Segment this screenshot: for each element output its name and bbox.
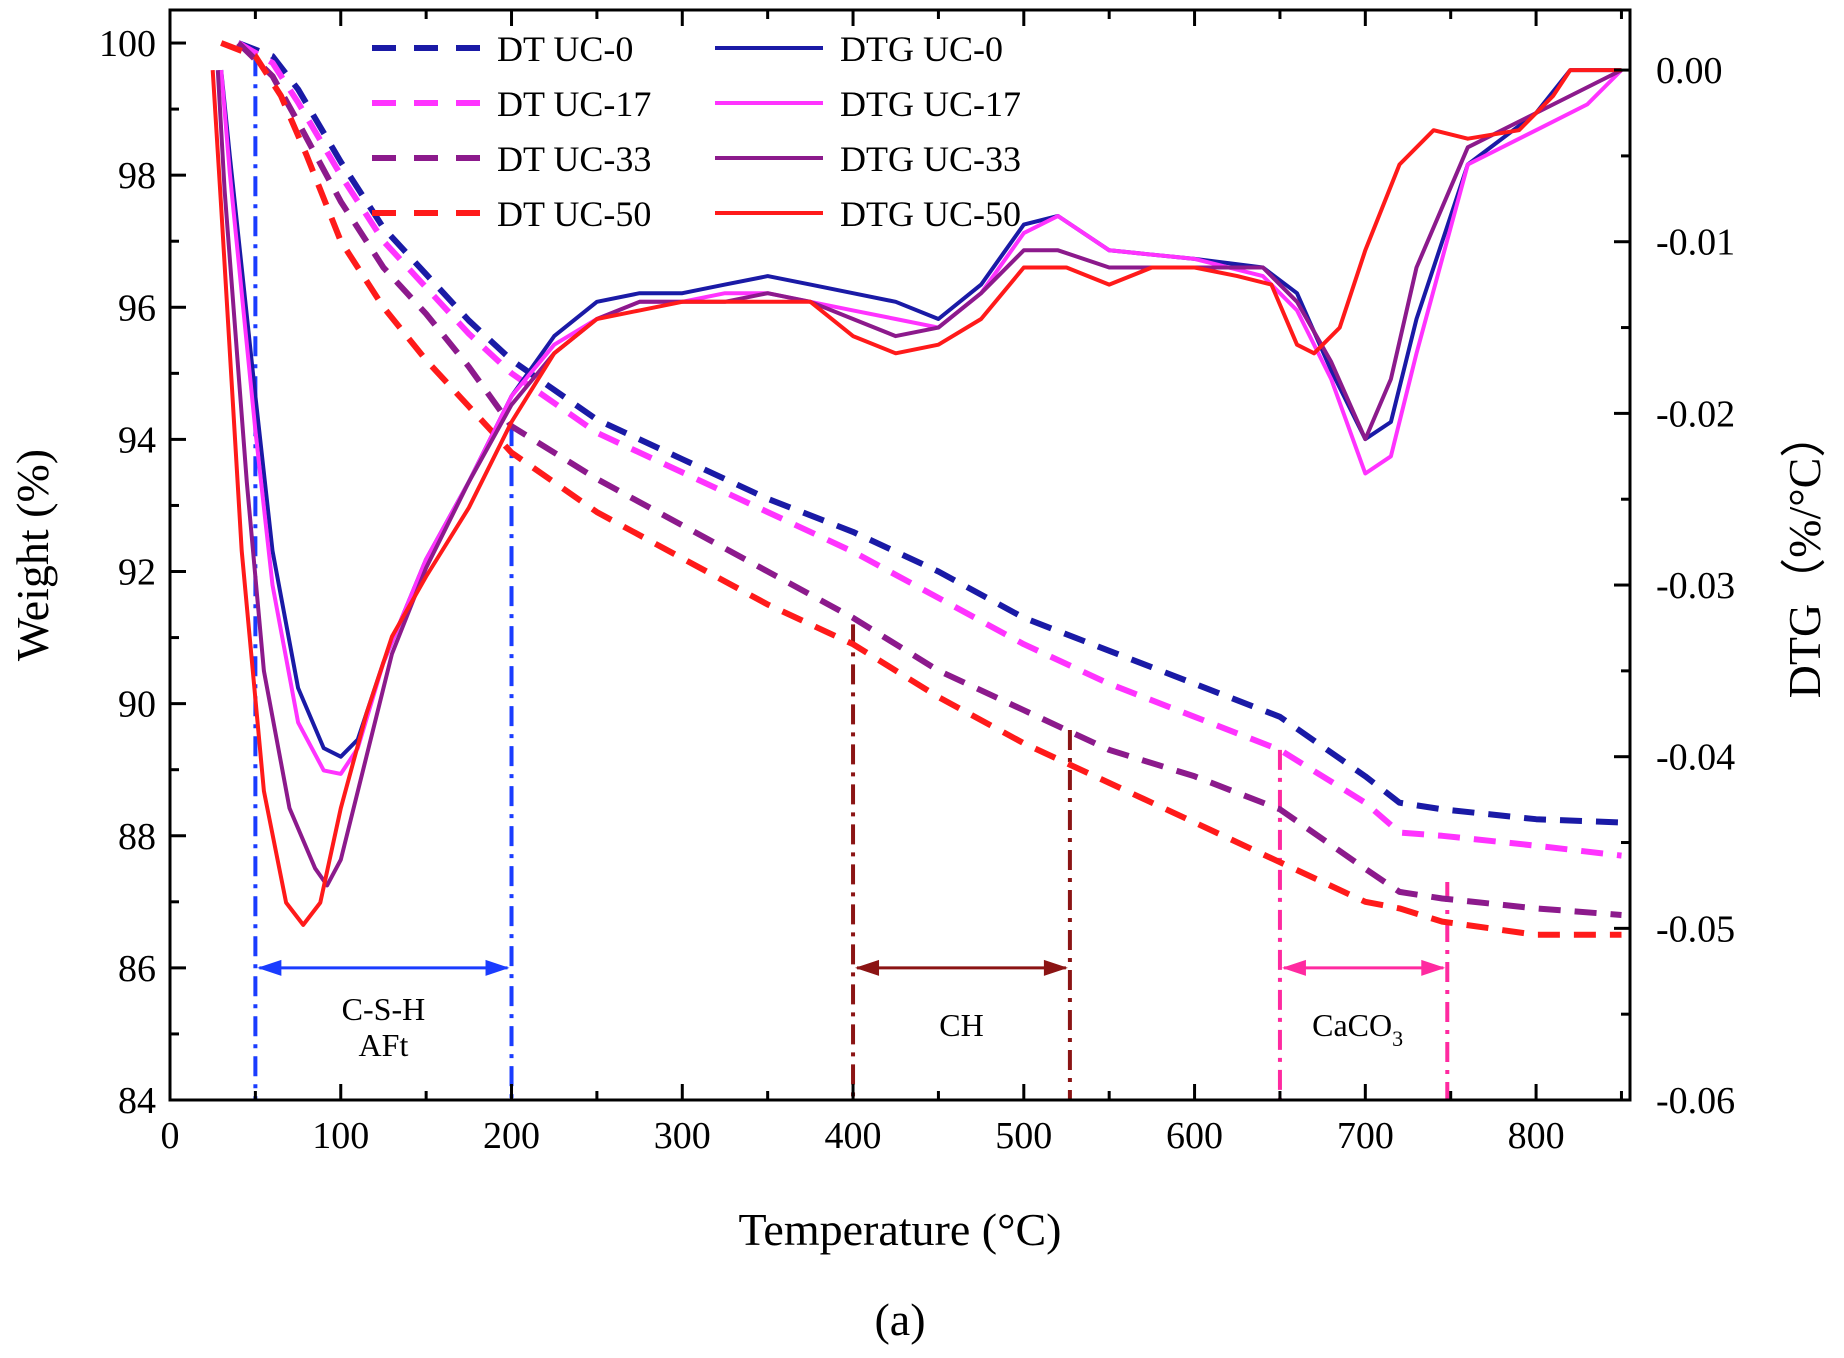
annotation-label-main: CaCO bbox=[1312, 1007, 1392, 1043]
y-left-tick-label: 98 bbox=[118, 155, 156, 197]
y-left-tick-label: 100 bbox=[99, 23, 156, 65]
series-layer bbox=[210, 40, 1623, 938]
series-line-dt-uc-50 bbox=[220, 40, 1622, 938]
y-right-tick-label: -0.02 bbox=[1656, 393, 1735, 435]
series-line-dt-uc-17 bbox=[236, 40, 1622, 859]
arrowhead-right-icon bbox=[1421, 959, 1446, 976]
y-right-tick-label: -0.03 bbox=[1656, 565, 1735, 607]
y-left-tick-label: 88 bbox=[118, 816, 156, 858]
legend-label: DTG UC-33 bbox=[840, 139, 1021, 179]
arrowhead-left-icon bbox=[257, 959, 282, 976]
ticks-layer: 0 100 200 300 400 500 600 700 800 84 86 88 90 92 94 96 9… bbox=[99, 10, 1735, 1157]
legend-label: DT UC-0 bbox=[497, 29, 633, 69]
y-right-tick-label: 0.00 bbox=[1656, 50, 1723, 92]
legend-label: DT UC-33 bbox=[497, 139, 651, 179]
series-line-dtg-uc-33 bbox=[215, 68, 1623, 888]
arrowhead-right-icon bbox=[1043, 959, 1068, 976]
y-left-tick-label: 90 bbox=[118, 684, 156, 726]
arrowhead-left-icon bbox=[855, 959, 880, 976]
x-tick-label: 600 bbox=[1166, 1115, 1223, 1157]
plot-frame bbox=[168, 8, 1632, 1102]
series-line-dt-uc-0 bbox=[237, 40, 1622, 826]
x-tick-label: 400 bbox=[825, 1115, 882, 1157]
x-tick-label: 300 bbox=[654, 1115, 711, 1157]
y-right-tick-label: -0.04 bbox=[1656, 737, 1735, 779]
x-tick-label: 0 bbox=[161, 1115, 180, 1157]
x-axis-title: Temperature (°C) bbox=[739, 1204, 1062, 1255]
x-tick-label: 800 bbox=[1508, 1115, 1565, 1157]
y-left-tick-label: 86 bbox=[118, 948, 156, 990]
annotation-label: C-S-H bbox=[342, 991, 426, 1027]
y-right-axis-title: DTG（%/°C） bbox=[1779, 412, 1830, 699]
y-left-axis-title: Weight (%) bbox=[7, 449, 58, 661]
y-right-tick-label: -0.01 bbox=[1656, 222, 1735, 264]
annotation-label: AFt bbox=[359, 1027, 409, 1063]
x-tick-label: 500 bbox=[995, 1115, 1052, 1157]
arrowhead-left-icon bbox=[1281, 959, 1306, 976]
arrowhead-right-icon bbox=[485, 959, 510, 976]
annotation-label: CH bbox=[939, 1007, 983, 1043]
y-left-tick-label: 96 bbox=[118, 287, 156, 329]
legend-label: DTG UC-50 bbox=[840, 194, 1021, 234]
x-tick-label: 700 bbox=[1337, 1115, 1394, 1157]
panel-label: (a) bbox=[874, 1294, 925, 1345]
x-tick-label: 200 bbox=[483, 1115, 540, 1157]
y-right-tick-label: -0.05 bbox=[1656, 908, 1735, 950]
legend: DT UC-0 DT UC-17 DT UC-33 DT UC-50 DTG UC-0 D… bbox=[372, 29, 1021, 234]
annotation-label: CaCO3 bbox=[1312, 1007, 1403, 1051]
series-line-dt-uc-33 bbox=[236, 40, 1622, 918]
legend-label: DTG UC-0 bbox=[840, 29, 1003, 69]
x-tick-label: 100 bbox=[312, 1115, 369, 1157]
y-left-tick-label: 84 bbox=[118, 1080, 156, 1122]
series-line-dtg-uc-50 bbox=[210, 68, 1622, 927]
legend-label: DT UC-17 bbox=[497, 84, 651, 124]
y-left-tick-label: 92 bbox=[118, 552, 156, 594]
annotation-label-subscript: 3 bbox=[1392, 1026, 1403, 1051]
y-right-tick-label: -0.06 bbox=[1656, 1080, 1735, 1122]
y-left-tick-label: 94 bbox=[118, 419, 156, 461]
legend-label: DT UC-50 bbox=[497, 194, 651, 234]
legend-label: DTG UC-17 bbox=[840, 84, 1021, 124]
